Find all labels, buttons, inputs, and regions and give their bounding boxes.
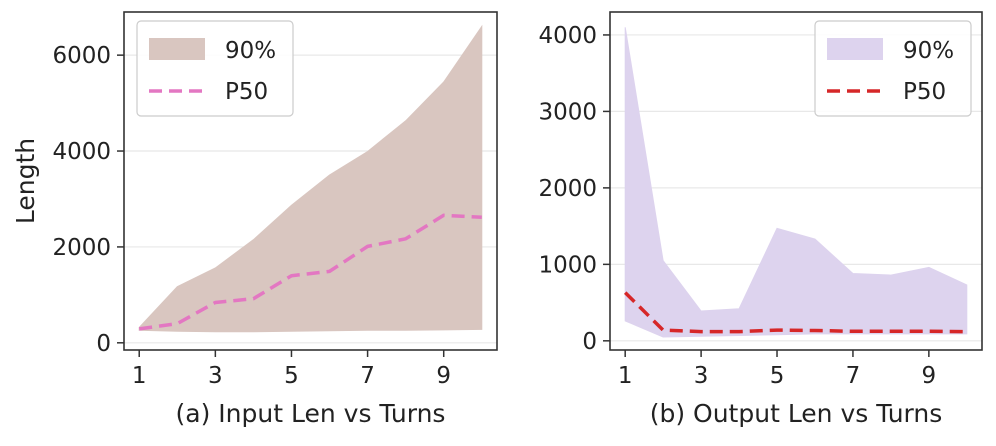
x-tick-label: 9: [436, 363, 451, 389]
x-tick-label: 7: [846, 363, 861, 389]
y-tick-label: 2000: [538, 176, 597, 202]
x-axis-label-b: (b) Output Len vs Turns: [650, 399, 943, 428]
x-tick-label: 7: [360, 363, 375, 389]
x-tick-label: 5: [770, 363, 785, 389]
legend-swatch-band-b: [827, 38, 883, 60]
plot-frame-b: [609, 11, 983, 351]
legend-swatch-band-a: [149, 38, 205, 60]
band-90-output: [624, 27, 968, 338]
y-tick-label: 4000: [538, 23, 597, 49]
y-axis-label-a: Length: [11, 138, 40, 224]
y-tick-label: 4000: [52, 139, 111, 165]
legend-b: 90% P50: [814, 20, 972, 117]
plot-frame-a: [123, 11, 498, 351]
y-tick-label: 0: [582, 329, 597, 355]
x-tick-label: 3: [694, 363, 709, 389]
legend-label-band-a: 90%: [225, 38, 276, 64]
panel-output-len: 1 3 5 7 9 0 1000 2000 3000 4000 (b) Output Len v…: [538, 11, 983, 428]
x-tick-label: 3: [208, 363, 223, 389]
x-axis-label-a: (a) Input Len vs Turns: [176, 399, 446, 428]
x-tick-label: 1: [132, 363, 147, 389]
y-tick-label: 0: [96, 331, 111, 357]
y-ticks-b: 0 1000 2000 3000 4000: [538, 23, 610, 355]
x-tick-label: 5: [284, 363, 299, 389]
x-ticks-b: 1 3 5 7 9: [618, 350, 936, 389]
legend-label-band-b: 90%: [903, 38, 954, 64]
line-p50-input: [138, 213, 482, 331]
y-tick-label: 6000: [52, 43, 111, 69]
y-ticks-a: 0 2000 4000 6000: [52, 43, 124, 357]
legend-frame-b: [814, 20, 972, 117]
y-tick-label: 2000: [52, 235, 111, 261]
x-tick-label: 9: [922, 363, 937, 389]
legend-label-line-b: P50: [903, 79, 946, 105]
legend-label-line-a: P50: [225, 79, 268, 105]
legend-a: 90% P50: [136, 20, 294, 117]
legend-frame-a: [136, 20, 294, 117]
y-tick-label: 3000: [538, 99, 597, 125]
y-tick-label: 1000: [538, 252, 597, 278]
line-p50-output: [623, 291, 967, 334]
x-tick-label: 1: [618, 363, 633, 389]
x-ticks-a: 1 3 5 7 9: [132, 350, 451, 389]
panel-input-len: 1 3 5 7 9 0 2000 4000 6000 Length (a) Input Len…: [11, 11, 498, 428]
band-90-input: [138, 24, 483, 333]
